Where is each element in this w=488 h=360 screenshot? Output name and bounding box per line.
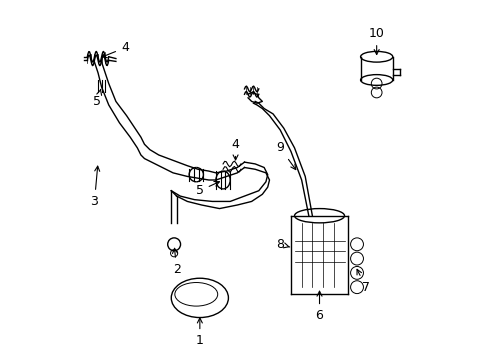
Text: 5: 5 bbox=[93, 89, 102, 108]
Text: 5: 5 bbox=[196, 181, 219, 197]
Text: 9: 9 bbox=[276, 141, 295, 170]
Text: 6: 6 bbox=[315, 291, 323, 322]
Text: 8: 8 bbox=[276, 238, 289, 251]
Text: 1: 1 bbox=[196, 318, 203, 347]
Text: 4: 4 bbox=[231, 138, 239, 160]
Text: 4: 4 bbox=[102, 41, 128, 58]
Text: 10: 10 bbox=[368, 27, 384, 54]
Text: 3: 3 bbox=[90, 166, 100, 208]
Text: 2: 2 bbox=[172, 248, 180, 276]
Text: 7: 7 bbox=[356, 269, 369, 294]
